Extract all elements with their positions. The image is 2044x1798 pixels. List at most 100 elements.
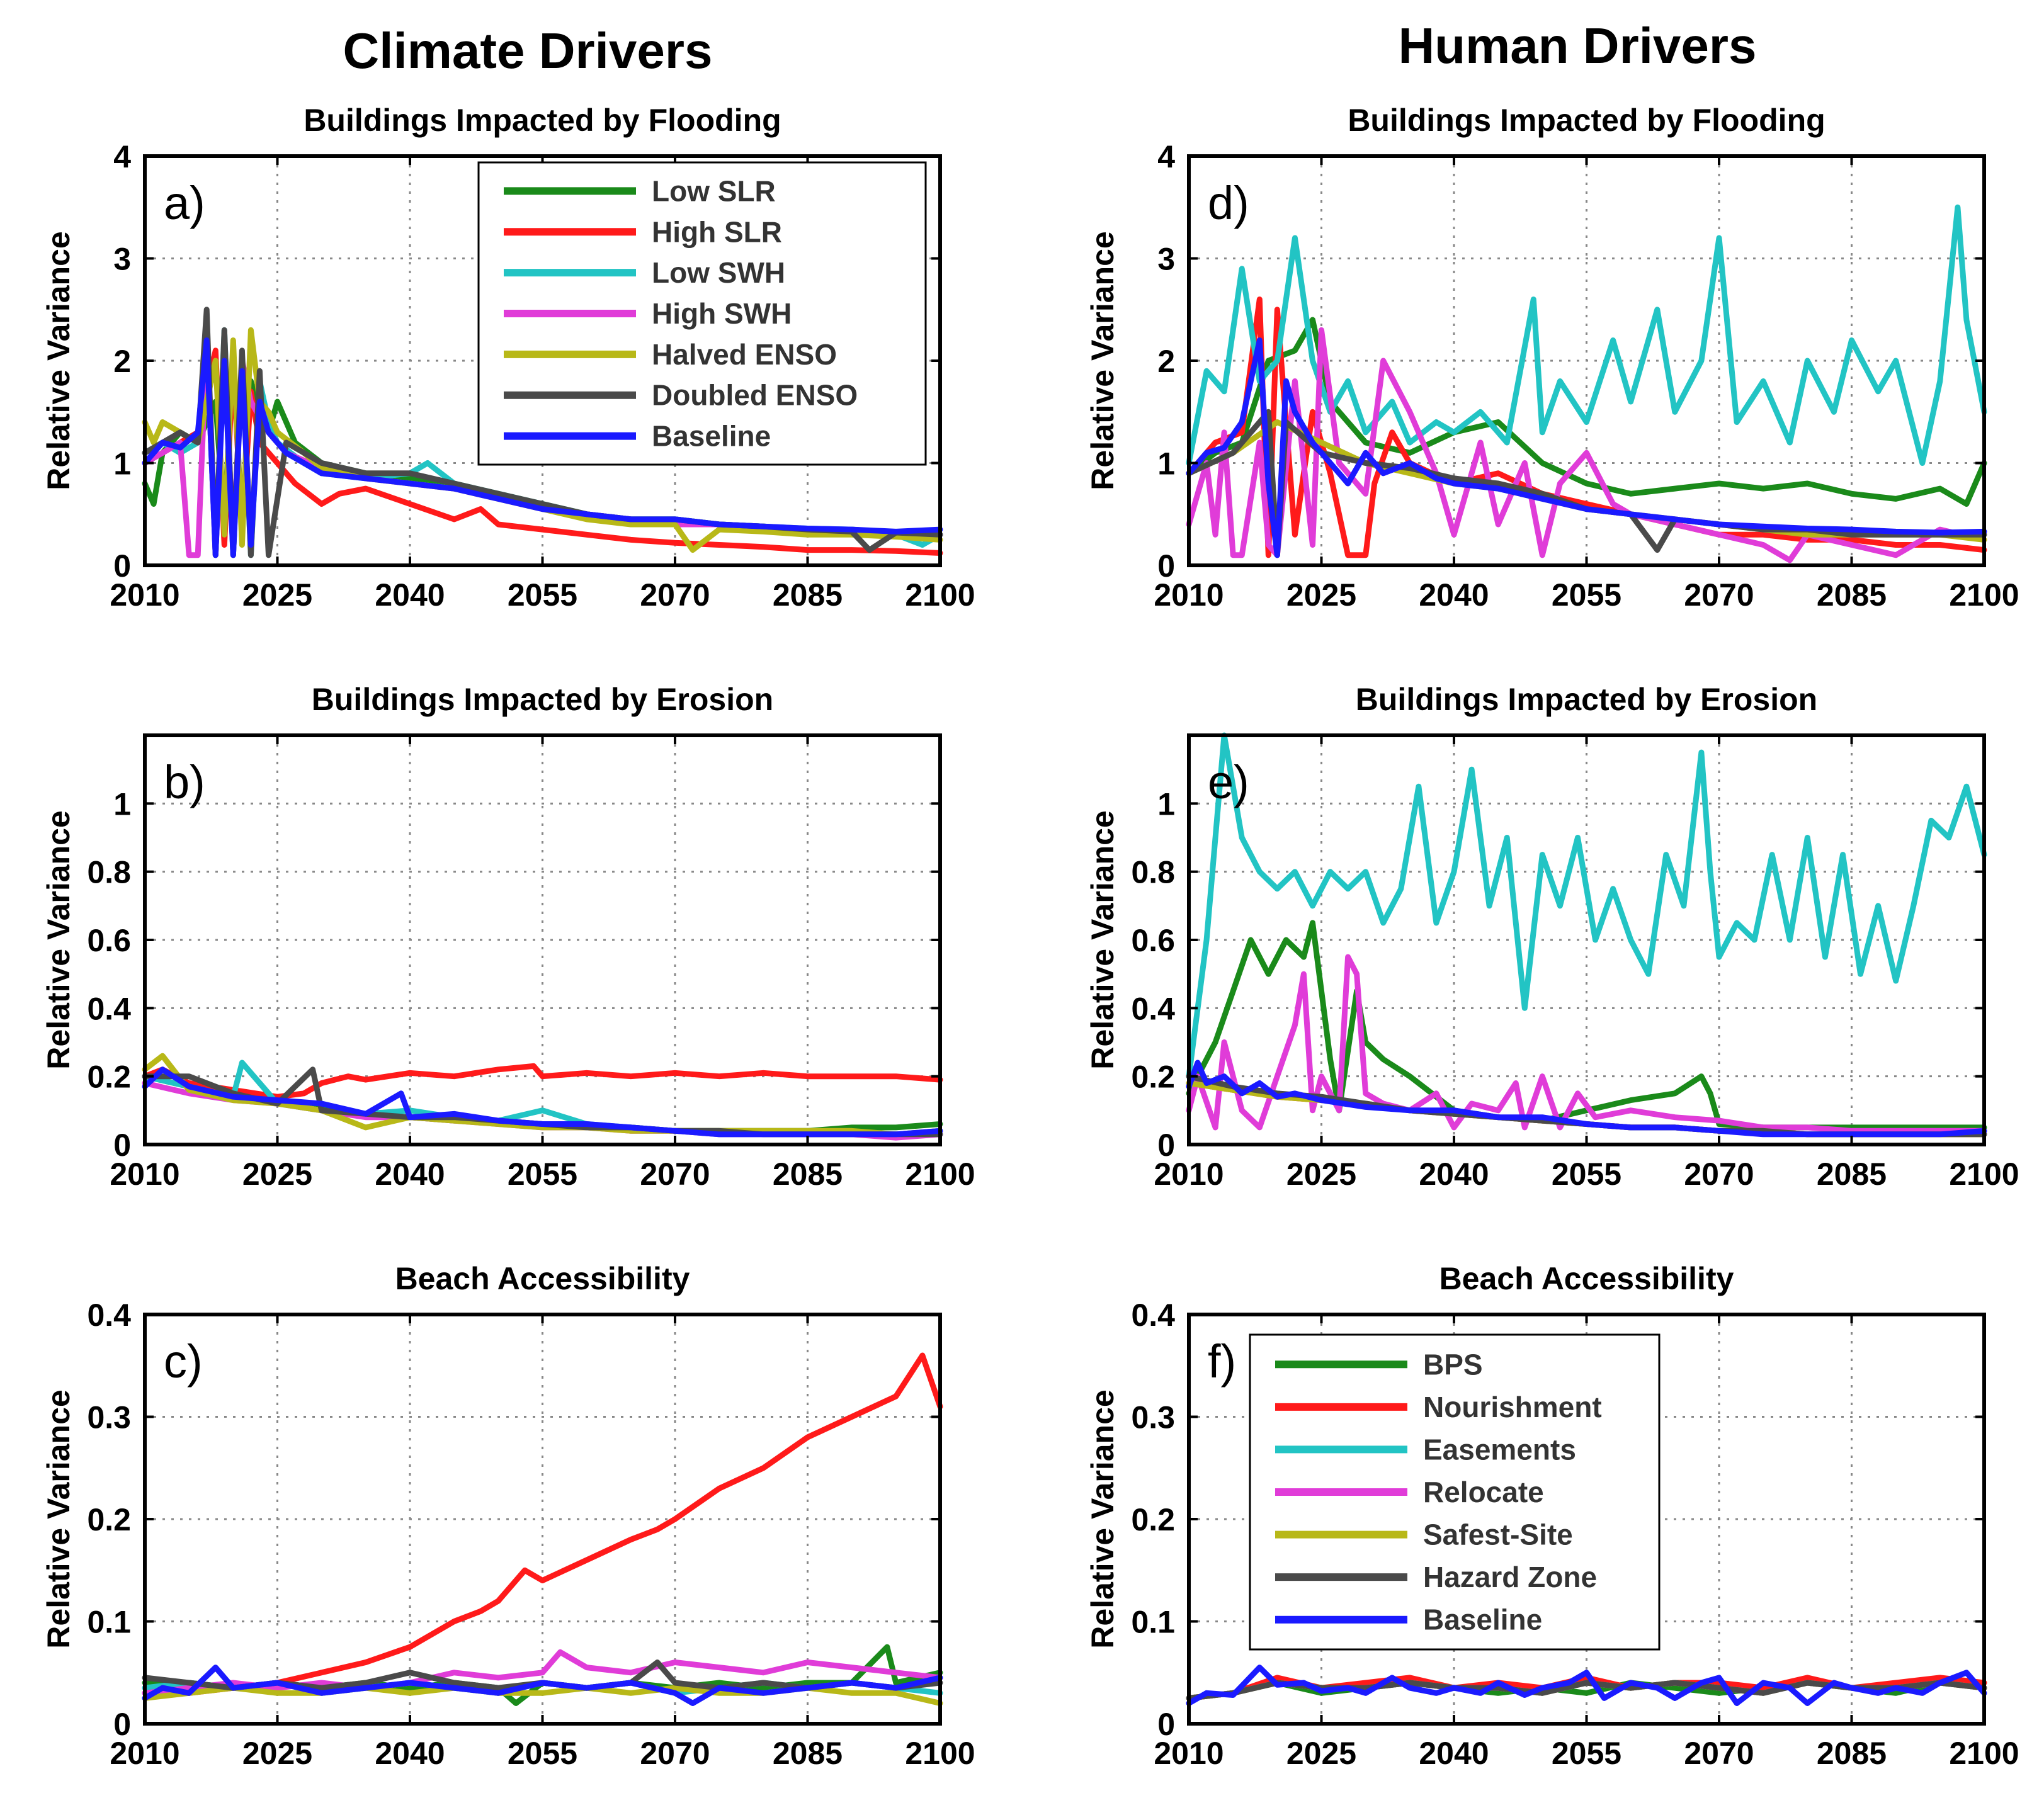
y-tick-label: 0.2	[87, 1502, 131, 1537]
chart-panel-e: Buildings Impacted by Erosion 2010 2025 204…	[1085, 682, 2019, 1192]
chart-panel-c: Beach Accessibility 2010 2025 2040 2055 2070 2…	[41, 1261, 975, 1771]
y-tick-label: 4	[1157, 139, 1175, 174]
legend-label: High SLR	[652, 215, 782, 248]
x-tick-label: 2055	[1552, 577, 1621, 613]
y-tick-label: 0	[1157, 548, 1175, 584]
panel-letter: f)	[1208, 1335, 1236, 1388]
x-tick-label: 2100	[1949, 577, 2019, 613]
y-tick-label: 0.6	[87, 923, 131, 958]
panel-title: Beach Accessibility	[1439, 1261, 1734, 1296]
y-tick-label: 1	[1157, 786, 1175, 822]
panel-title: Buildings Impacted by Erosion	[1356, 682, 1817, 717]
y-tick-label: 0.3	[87, 1400, 131, 1435]
legend-label: BPS	[1423, 1348, 1483, 1381]
x-tick-label: 2070	[1684, 1736, 1754, 1771]
panel-title: Buildings Impacted by Erosion	[312, 682, 773, 717]
panel-title: Buildings Impacted by Flooding	[304, 103, 781, 138]
y-axis-label: Relative Variance	[1085, 1389, 1120, 1648]
series-line-halved-enso	[142, 1053, 943, 1138]
y-tick-label: 2	[1157, 344, 1175, 379]
y-tick-label: 0.4	[87, 991, 131, 1026]
legend-label: Doubled ENSO	[652, 379, 858, 412]
legend-label: Relocate	[1423, 1476, 1544, 1508]
column-title-climate: Climate Drivers	[343, 23, 713, 79]
y-tick-label: 2	[113, 344, 131, 379]
column-title-human: Human Drivers	[1398, 18, 1756, 74]
legend-label: Halved ENSO	[652, 338, 837, 371]
series-line-baseline	[142, 1066, 943, 1138]
x-tick-label: 2085	[1817, 1736, 1887, 1771]
series-line-easements	[1186, 204, 1987, 466]
x-tick-label: 2025	[1286, 1156, 1356, 1192]
x-tick-label: 2040	[1419, 577, 1489, 613]
series-line-relocate	[1186, 327, 1987, 563]
legend-label: Hazard Zone	[1423, 1561, 1597, 1593]
legend-label: Baseline	[652, 420, 771, 453]
x-tick-label: 2070	[1684, 577, 1754, 613]
y-tick-label: 0.2	[87, 1060, 131, 1095]
y-tick-label: 0.1	[1131, 1605, 1175, 1640]
panel-letter: a)	[164, 177, 205, 229]
y-tick-label: 3	[113, 242, 131, 277]
x-tick-label: 2025	[242, 1736, 312, 1771]
x-tick-label: 2085	[773, 1156, 843, 1192]
chart-panel-b: Buildings Impacted by Erosion 2010 2025 204…	[41, 682, 975, 1192]
x-tick-label: 2085	[773, 577, 843, 613]
legend-label: Nourishment	[1423, 1391, 1602, 1423]
legend-label: Low SLR	[652, 174, 776, 207]
y-tick-label: 0.8	[1131, 855, 1175, 890]
x-tick-label: 2040	[375, 577, 445, 613]
y-tick-label: 0	[113, 1128, 131, 1163]
x-tick-label: 2100	[1949, 1736, 2019, 1771]
panel-letter: e)	[1208, 756, 1249, 808]
series-line-high-slr	[142, 1352, 943, 1696]
y-tick-label: 0.2	[1131, 1502, 1175, 1537]
legend: BPS Nourishment Easements Relocate Safest-Si…	[1249, 1333, 1661, 1651]
y-tick-label: 1	[113, 786, 131, 822]
x-tick-label: 2025	[1286, 1736, 1356, 1771]
panel-letter: b)	[164, 756, 205, 808]
legend-label: Low SWH	[652, 256, 785, 289]
x-tick-label: 2010	[1154, 1156, 1224, 1192]
series-line-baseline	[142, 1665, 943, 1706]
y-axis-label: Relative Variance	[41, 810, 76, 1069]
series-line-baseline	[1186, 337, 1987, 558]
panel-title: Beach Accessibility	[395, 1261, 690, 1296]
x-tick-label: 2085	[1817, 577, 1887, 613]
x-tick-label: 2055	[508, 577, 577, 613]
series-line-baseline	[1186, 1665, 1987, 1706]
x-tick-label: 2010	[1154, 577, 1224, 613]
x-tick-label: 2100	[905, 577, 975, 613]
y-axis-label: Relative Variance	[41, 1389, 76, 1648]
y-tick-label: 0	[1157, 1128, 1175, 1163]
x-tick-label: 2025	[242, 1156, 312, 1192]
legend-label: Easements	[1423, 1433, 1576, 1466]
y-axis-label: Relative Variance	[41, 231, 76, 490]
y-tick-label: 4	[113, 139, 131, 174]
x-tick-label: 2055	[508, 1736, 577, 1771]
y-tick-label: 0.6	[1131, 923, 1175, 958]
x-tick-label: 2010	[110, 1736, 179, 1771]
x-tick-label: 2040	[1419, 1736, 1489, 1771]
x-tick-label: 2010	[110, 577, 179, 613]
series-line-easements	[1186, 732, 1987, 1080]
legend-label: Safest-Site	[1423, 1518, 1573, 1551]
y-tick-label: 0.4	[1131, 991, 1175, 1026]
panel-letter: d)	[1208, 177, 1249, 229]
legend-label: Baseline	[1423, 1603, 1542, 1636]
y-tick-label: 0	[113, 548, 131, 584]
x-tick-label: 2025	[1286, 577, 1356, 613]
x-tick-label: 2085	[773, 1736, 843, 1771]
series-line-bps	[1186, 317, 1987, 507]
y-tick-label: 1	[113, 446, 131, 482]
x-tick-label: 2100	[1949, 1156, 2019, 1192]
legend-label: High SWH	[652, 297, 792, 330]
x-tick-label: 2010	[110, 1156, 179, 1192]
y-axis-label: Relative Variance	[1085, 231, 1120, 490]
x-tick-label: 2040	[375, 1736, 445, 1771]
y-tick-label: 0.4	[87, 1298, 131, 1333]
y-tick-label: 0.3	[1131, 1400, 1175, 1435]
